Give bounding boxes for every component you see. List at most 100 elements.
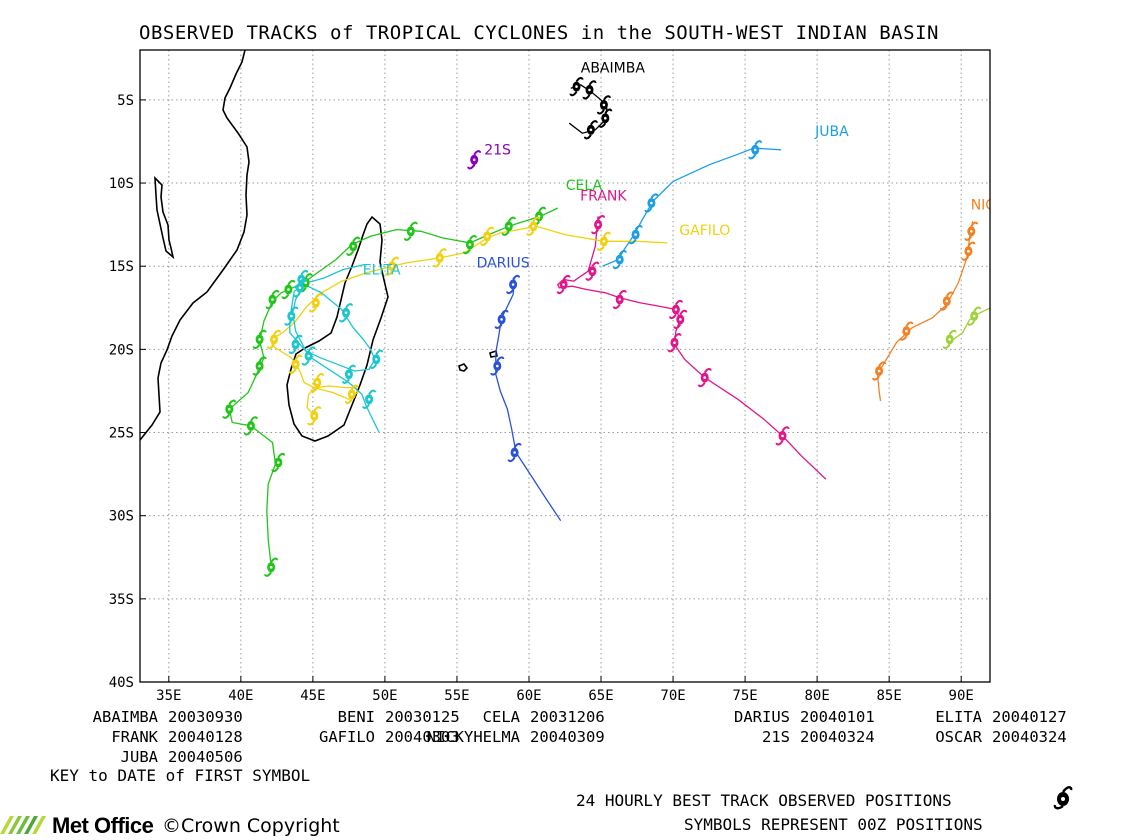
cyclone-symbol-elita — [288, 334, 303, 355]
coastline — [140, 50, 498, 442]
x-tick-label: 70E — [660, 688, 685, 704]
track-gafilo — [270, 225, 668, 420]
reunion-coastline — [489, 349, 498, 358]
legend-entry: ELITA 20040127 — [0, 708, 1066, 726]
cyclone-symbol-gafilo — [307, 406, 322, 426]
map-frame — [139, 49, 991, 683]
legend-entry: GAFILO 20040303 — [0, 728, 460, 746]
cyclone-symbol-juba — [644, 193, 659, 213]
storm-label-elita: ELITA — [363, 263, 401, 279]
x-tick-label: 50E — [372, 688, 397, 704]
x-tick-label: 65E — [588, 688, 613, 704]
africa-coastline — [140, 50, 250, 441]
legend-storm-date: 20040303 — [385, 728, 460, 746]
cyclone-symbol-gafilo — [432, 248, 447, 268]
cyclone-symbol-gafilo — [267, 329, 281, 350]
storm-symbols — [222, 76, 982, 577]
track-frank — [557, 216, 827, 480]
y-tick-label: 30S — [109, 509, 134, 525]
legend-storm-name: OSCAR — [935, 728, 982, 746]
legend-storm-name: ELITA — [935, 708, 982, 726]
cyclone-symbol-darius — [494, 309, 509, 330]
cyclone-symbol-frank — [585, 261, 600, 281]
cyclone-symbol-frank — [697, 367, 712, 388]
cyclone-symbol-gafilo — [596, 231, 611, 251]
legend-entry: DARIUS 20040101 — [0, 708, 875, 726]
y-tick-label: 5S — [117, 93, 134, 109]
key-note: KEY to DATE of FIRST SYMBOL — [50, 766, 311, 785]
storm-label-21s: 21S — [484, 142, 511, 158]
y-tick-label: 40S — [109, 675, 134, 691]
footer-line-2: SYMBOLS REPRESENT 00Z POSITIONS — [684, 815, 983, 834]
cyclone-symbol-oscar — [942, 329, 957, 350]
cyclone-symbol-gafilo — [480, 226, 495, 246]
cyclone-symbol-21s — [467, 150, 482, 170]
cyclone-symbol-gafilo — [308, 293, 323, 313]
legend-entry: CELA 20031206 — [0, 708, 605, 726]
cyclone-symbol-elita — [369, 349, 384, 369]
map-title: OBSERVED TRACKS of TROPICAL CYCLONES in … — [139, 22, 939, 44]
legend-storm-name: DARIUS — [734, 708, 790, 726]
cyclone-symbol-abaimba — [569, 76, 584, 97]
cyclone-symbol-frank — [667, 333, 682, 353]
x-tick-label: 55E — [444, 688, 469, 704]
cyclone-symbol-abaimba — [598, 108, 613, 128]
cyclone-symbol-gafilo — [310, 372, 325, 393]
cyclone-symbol-juba — [748, 140, 763, 160]
cyclone-symbol-elita — [339, 303, 353, 323]
x-tick-label: 85E — [877, 688, 902, 704]
y-tick-label: 15S — [109, 259, 134, 275]
cyclone-symbol-cela — [252, 329, 267, 350]
legend-storm-date: 20040127 — [992, 708, 1067, 726]
legend-storm-name: 21S — [762, 728, 790, 746]
legend-storm-name: NICKYHELMA — [426, 728, 520, 746]
cyclone-symbol-darius — [506, 274, 521, 295]
legend-storm-date: 20040324 — [992, 728, 1067, 746]
cyclone-symbol-frank — [673, 309, 688, 330]
legend-entry: ABAIMBA 20030930 — [0, 708, 243, 726]
legend-entry: FRANK 20040128 — [0, 728, 242, 746]
mauritius-coastline — [458, 363, 469, 372]
legend-storm-name: FRANK — [111, 728, 158, 746]
legend-storm-name: GAFILO — [319, 728, 375, 746]
cyclone-symbol-frank — [612, 289, 627, 310]
cyclone-symbol-nickyhelma — [964, 221, 979, 241]
legend-storm-date: 20040101 — [800, 708, 875, 726]
cyclone-symbol-cela — [265, 289, 280, 310]
cyclone-symbol-oscar — [967, 306, 982, 326]
cyclone-symbol-nickyhelma — [939, 291, 954, 311]
cyclone-symbol-nickyhelma — [872, 361, 887, 381]
y-tick-label: 20S — [109, 342, 134, 358]
cyclone-symbol-abaimba — [583, 120, 598, 140]
storm-label-gafilo: GAFILO — [679, 223, 730, 239]
map-grid — [140, 50, 990, 683]
axis-ticks: 35E 40E 45E 50E 55E 60E 65E 70E 75E 80E 85E 90E 5S 10… — [109, 93, 974, 704]
cyclone-symbol-darius — [490, 356, 505, 376]
cyclone-symbol-elita — [301, 346, 316, 366]
y-tick-label: 35S — [109, 592, 134, 608]
legend-entry: BENI 20030125 — [0, 708, 460, 726]
legend-storm-date: 20040506 — [168, 748, 243, 766]
footer-line-1: 24 HOURLY BEST TRACK OBSERVED POSITIONS — [576, 791, 952, 810]
cyclone-symbol-cela — [501, 216, 516, 236]
track-nickyhelma — [876, 221, 974, 401]
y-tick-label: 25S — [109, 426, 134, 442]
legend-storm-date: 20030125 — [385, 708, 460, 726]
cyclone-symbol-abaimba — [596, 95, 611, 115]
storm-label-nickyhelma: NICKYHELMA — [971, 197, 1062, 213]
cyclone-symbol-gafilo — [526, 216, 541, 236]
brand-name: Met Office — [52, 813, 154, 838]
cyclone-symbol-frank — [775, 426, 790, 446]
met-office-logo: Met Office ©Crown Copyright — [0, 810, 380, 840]
cyclone-symbol-cela — [264, 557, 279, 577]
cyclone-symbol-cela — [281, 279, 296, 300]
x-tick-label: 80E — [804, 688, 829, 704]
cyclone-symbol-elita — [362, 389, 377, 409]
storm-label-cela: CELA — [566, 178, 603, 194]
cyclone-symbol-gafilo — [344, 384, 359, 404]
legend-entry: NICKYHELMA 20040309 — [0, 728, 605, 746]
x-tick-label: 40E — [228, 688, 253, 704]
cyclone-symbol-juba — [628, 224, 643, 245]
track-juba — [602, 147, 782, 267]
